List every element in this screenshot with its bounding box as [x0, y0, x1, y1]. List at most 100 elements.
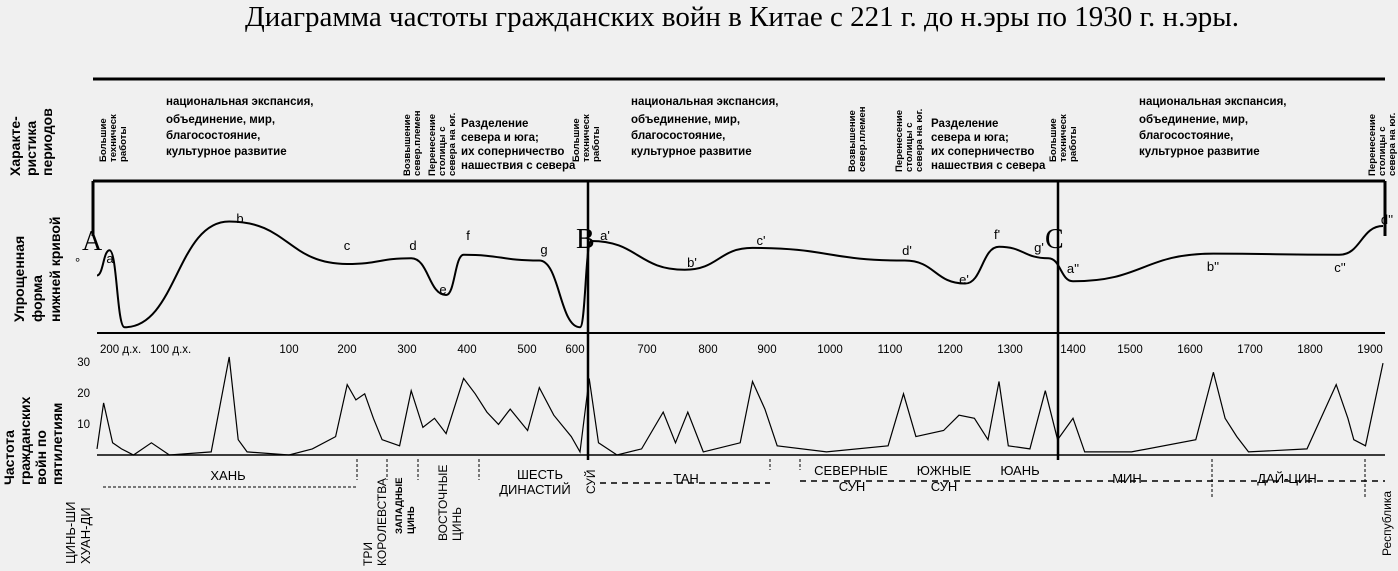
- svg-text:национальная экспансия,: национальная экспансия,: [166, 96, 313, 108]
- x-tick-label: 1100: [878, 344, 903, 356]
- peak-label: c: [344, 238, 351, 253]
- svg-text:пятилетиям: пятилетиям: [49, 403, 65, 485]
- peak-label: e: [439, 282, 446, 297]
- svg-text:культурное развитие: культурное развитие: [631, 146, 752, 158]
- row-label-characteristics: Характе- ристика периодов: [7, 108, 55, 176]
- characteristic-rise-2: Возвышение север.племен: [847, 106, 868, 172]
- svg-text:их соперничество: их соперничество: [461, 146, 564, 158]
- x-tick-label: 200: [337, 344, 356, 356]
- x-tick-label: 1700: [1237, 344, 1263, 356]
- svg-text:ТРИ: ТРИ: [361, 542, 375, 566]
- peak-label: d'': [1381, 212, 1393, 227]
- small-circle-mark: °: [75, 255, 80, 270]
- svg-text:севера на юг.: севера на юг.: [447, 113, 458, 176]
- svg-text:объединение, мир,: объединение, мир,: [166, 114, 275, 126]
- svg-text:благосостояние,: благосостояние,: [631, 130, 725, 142]
- characteristic-division-2: Разделение севера и юга; их соперничеств…: [931, 118, 1046, 172]
- svg-text:работы: работы: [118, 126, 129, 162]
- svg-text:работы: работы: [1068, 126, 1079, 162]
- svg-text:Упрощенная: Упрощенная: [11, 236, 27, 322]
- svg-text:ВОСТОЧНЫЕ: ВОСТОЧНЫЕ: [436, 465, 450, 541]
- dynasty-northern-song: СЕВЕРНЫЕ: [814, 463, 888, 478]
- row-label-frequency: Частота гражданских войн по пятилетиям: [1, 396, 65, 485]
- svg-text:Большие: Большие: [98, 118, 109, 162]
- svg-text:благосостояние,: благосостояние,: [166, 130, 260, 142]
- svg-text:объединение, мир,: объединение, мир,: [1139, 114, 1248, 126]
- svg-text:культурное развитие: культурное развитие: [166, 146, 287, 158]
- svg-text:СУЙ: СУЙ: [583, 469, 598, 494]
- cycle-marker-a: A: [82, 226, 103, 257]
- svg-text:гражданских: гражданских: [17, 396, 33, 485]
- peak-label: a: [106, 251, 114, 266]
- peak-label: b': [687, 255, 697, 270]
- dynasty-qing: ДАЙ-ЦИН: [1257, 471, 1317, 486]
- svg-text:работы: работы: [591, 126, 602, 162]
- war-frequency-line: [96, 356, 1384, 456]
- x-tick-label: 1500: [1117, 344, 1143, 356]
- svg-text:национальная экспансия,: национальная экспансия,: [1139, 96, 1286, 108]
- svg-text:столицы с: столицы с: [437, 126, 448, 176]
- svg-text:столицы с: столицы с: [1377, 126, 1388, 176]
- peak-label: g': [1034, 240, 1044, 255]
- x-tick-label: 900: [757, 344, 776, 356]
- svg-text:Частота: Частота: [1, 430, 17, 485]
- x-tick-label: 1400: [1060, 344, 1086, 356]
- svg-text:Перенесение: Перенесение: [1367, 114, 1378, 176]
- y-tick-label: 30: [77, 357, 90, 369]
- dynasty-six-dynasties: ДИНАСТИЙ: [499, 482, 571, 497]
- peak-label: c'': [1334, 260, 1345, 275]
- characteristic-rise-1: Возвышение север.племен: [402, 110, 423, 176]
- frame-lines: [91, 77, 1387, 460]
- x-tick-label: 1300: [997, 344, 1023, 356]
- svg-text:севера и юга;: севера и юга;: [931, 132, 1009, 144]
- x-tick-label: 400: [457, 344, 476, 356]
- dynasty-timeline: [103, 459, 1385, 497]
- characteristic-division-1: Разделение севера и юга; их соперничеств…: [461, 118, 576, 172]
- svg-text:войн по: войн по: [33, 430, 49, 485]
- cycle-marker-c: C: [1045, 224, 1064, 255]
- peak-label: b: [236, 211, 243, 226]
- characteristic-works-2: Большие техническ работы: [571, 114, 602, 162]
- peak-label: b'': [1207, 259, 1219, 274]
- peak-label: e': [959, 272, 969, 287]
- characteristic-works-1: Большие техническ работы: [98, 114, 129, 162]
- dynasty-western-jin: ЗАПАДНЫЕ ЦИНЬ: [394, 477, 417, 534]
- dynasty-qin: ЦИНЬ-ШИ ХУАН-ДИ: [63, 502, 93, 564]
- svg-text:национальная экспансия,: национальная экспансия,: [631, 96, 778, 108]
- svg-text:Перенесение: Перенесение: [894, 110, 905, 172]
- characteristic-transfer-1: Перенесение столицы с севера на юг.: [427, 113, 458, 176]
- dynasty-southern-song: ЮЖНЫЕ: [917, 463, 972, 478]
- x-tick-label: 800: [698, 344, 717, 356]
- dynasty-three-kingdoms: ТРИ КОРОЛЕВСТВА: [361, 478, 389, 566]
- characteristic-works-3: Большие техническ работы: [1048, 114, 1079, 162]
- svg-text:ЗАПАДНЫЕ: ЗАПАДНЫЕ: [394, 477, 405, 534]
- x-tick-label: 1900: [1357, 344, 1383, 356]
- svg-text:объединение, мир,: объединение, мир,: [631, 114, 740, 126]
- y-axis-ticks: 10 20 30: [77, 357, 90, 431]
- svg-text:техническ: техническ: [108, 114, 119, 162]
- peak-label: a'': [1067, 261, 1079, 276]
- svg-text:север.племен: север.племен: [857, 106, 868, 172]
- peak-label: f': [994, 227, 1000, 242]
- svg-text:нашествия с севера: нашествия с севера: [931, 160, 1046, 172]
- dynasty-six-dynasties: ШЕСТЬ: [517, 467, 563, 482]
- svg-text:Характе-: Характе-: [7, 116, 23, 176]
- dynasty-southern-song: СУН: [931, 479, 958, 494]
- characteristic-transfer-3: Перенесение столицы с севера на юг.: [1367, 113, 1398, 176]
- x-tick-label: 1000: [817, 344, 843, 356]
- dynasty-han: ХАНЬ: [210, 468, 245, 483]
- svg-text:ХУАН-ДИ: ХУАН-ДИ: [78, 507, 93, 564]
- x-tick-label: 100 д.х.: [150, 344, 191, 356]
- x-tick-label: 300: [397, 344, 416, 356]
- x-tick-label: 600: [565, 344, 584, 356]
- x-tick-label: 700: [637, 344, 656, 356]
- svg-text:нашествия с севера: нашествия с севера: [461, 160, 576, 172]
- dynasty-eastern-jin: ВОСТОЧНЫЕ ЦИНЬ: [436, 465, 464, 541]
- svg-text:периодов: периодов: [39, 108, 55, 176]
- cycle-marker-b: B: [576, 224, 595, 255]
- x-tick-label: 1800: [1297, 344, 1323, 356]
- svg-text:КОРОЛЕВСТВА: КОРОЛЕВСТВА: [375, 478, 389, 566]
- peak-label: g: [540, 242, 547, 257]
- svg-text:ЦИНЬ: ЦИНЬ: [450, 507, 464, 541]
- characteristic-expansion-2: национальная экспансия, объединение, мир…: [631, 96, 778, 158]
